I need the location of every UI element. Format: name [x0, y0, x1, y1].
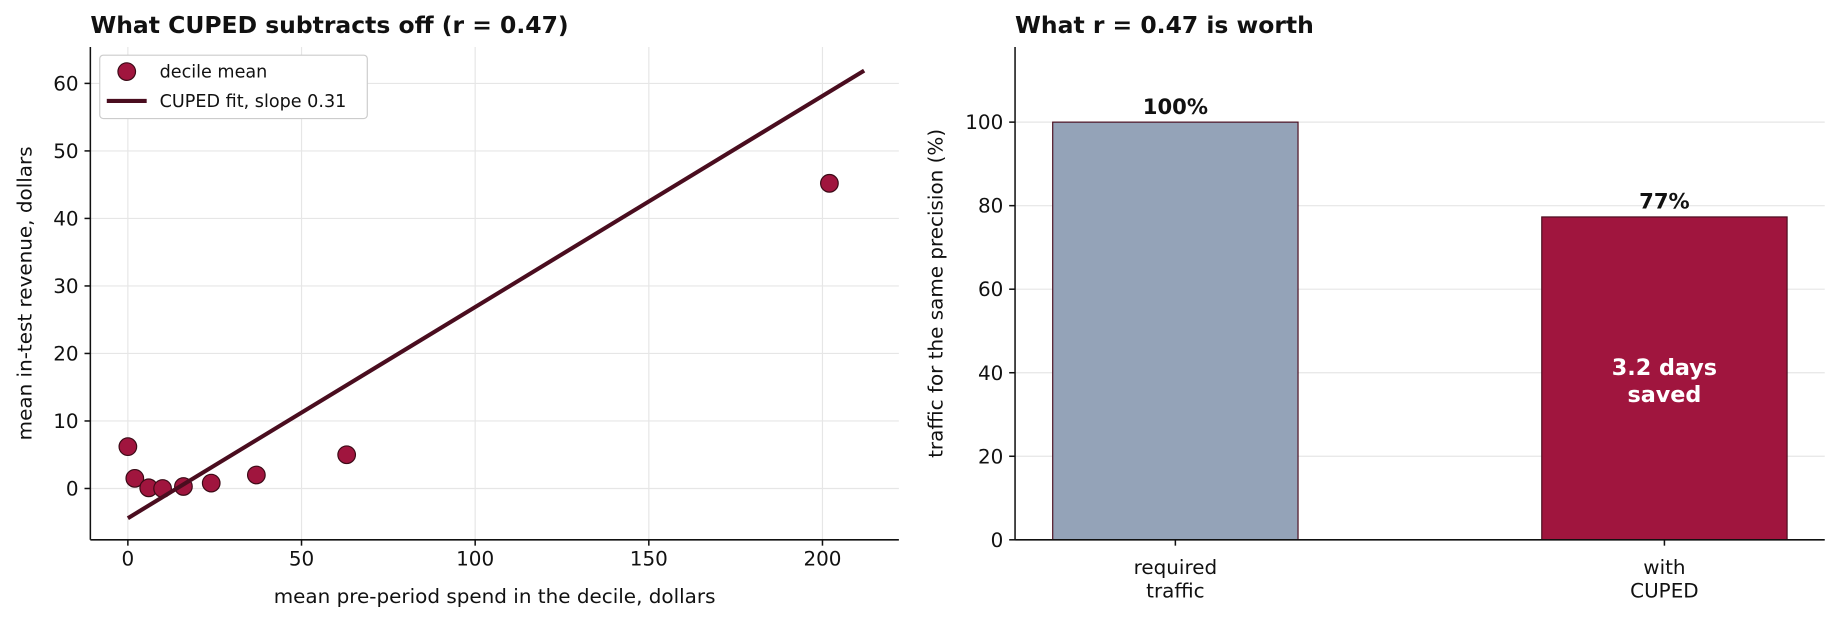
y-tick-label: 100: [965, 110, 1003, 134]
legend-box: [99, 54, 368, 120]
chart-title: What r = 0.47 is worth: [1015, 11, 1314, 39]
y-tick-label: 20: [978, 444, 1003, 468]
x-tick-label: 200: [803, 547, 841, 571]
y-tick-label: 20: [53, 342, 78, 366]
bar: [1541, 216, 1788, 541]
y-axis-label: mean in-test revenue, dollars: [13, 146, 37, 440]
x-tick-label: with CUPED: [1630, 555, 1699, 602]
point: [125, 468, 145, 488]
point: [201, 473, 221, 493]
annotation: 3.2 days saved: [1612, 355, 1717, 408]
fit-line: [126, 68, 866, 520]
y-tick-label: 10: [53, 409, 78, 433]
y-tick-label: 60: [978, 277, 1003, 301]
legend-label: CUPED fit, slope 0.31: [160, 92, 347, 112]
y-tick-label: 40: [978, 361, 1003, 385]
x-tick-label: 50: [289, 547, 314, 571]
point: [118, 437, 138, 457]
point: [246, 465, 266, 485]
point: [820, 173, 839, 193]
y-axis-label: traffic for the same precision (%): [923, 129, 947, 458]
value-label: 100%: [1143, 94, 1208, 119]
y-tick-label: 80: [978, 194, 1003, 218]
y-tick-label: 50: [53, 139, 78, 163]
x-axis-label: mean pre-period spend in the decile, dol…: [274, 584, 716, 608]
y-tick-label: 0: [66, 477, 79, 501]
y-tick-label: 30: [53, 274, 78, 298]
value-label: 77%: [1639, 189, 1690, 214]
x-tick-label: required traffic: [1134, 555, 1218, 602]
legend-swatch: [117, 62, 137, 81]
bar: [1052, 121, 1299, 541]
y-tick-label: 0: [991, 528, 1004, 552]
legend: decile mean CUPED fit, slope 0.31: [99, 54, 368, 120]
x-tick-label: 0: [122, 547, 135, 571]
x-tick-label: 150: [630, 547, 668, 571]
legend-label: decile mean: [160, 62, 268, 82]
y-tick-label: 60: [53, 71, 78, 95]
y-tick-label: 40: [53, 206, 78, 230]
x-tick-label: 100: [456, 547, 494, 571]
chart-title: What CUPED subtracts off (r = 0.47): [90, 11, 568, 39]
point: [337, 445, 357, 465]
